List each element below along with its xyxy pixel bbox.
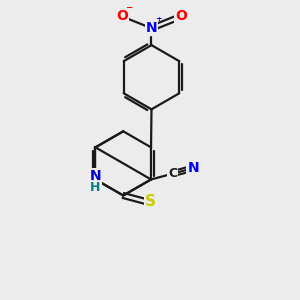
- Text: S: S: [145, 194, 156, 209]
- Text: ⁻: ⁻: [124, 3, 132, 17]
- Text: C: C: [168, 167, 177, 180]
- Text: N: N: [90, 169, 101, 184]
- Text: N: N: [146, 21, 157, 35]
- Text: ⁺: ⁺: [155, 15, 161, 28]
- Text: H: H: [90, 181, 101, 194]
- Text: N: N: [188, 160, 199, 175]
- Text: O: O: [116, 9, 128, 23]
- Text: O: O: [175, 9, 187, 23]
